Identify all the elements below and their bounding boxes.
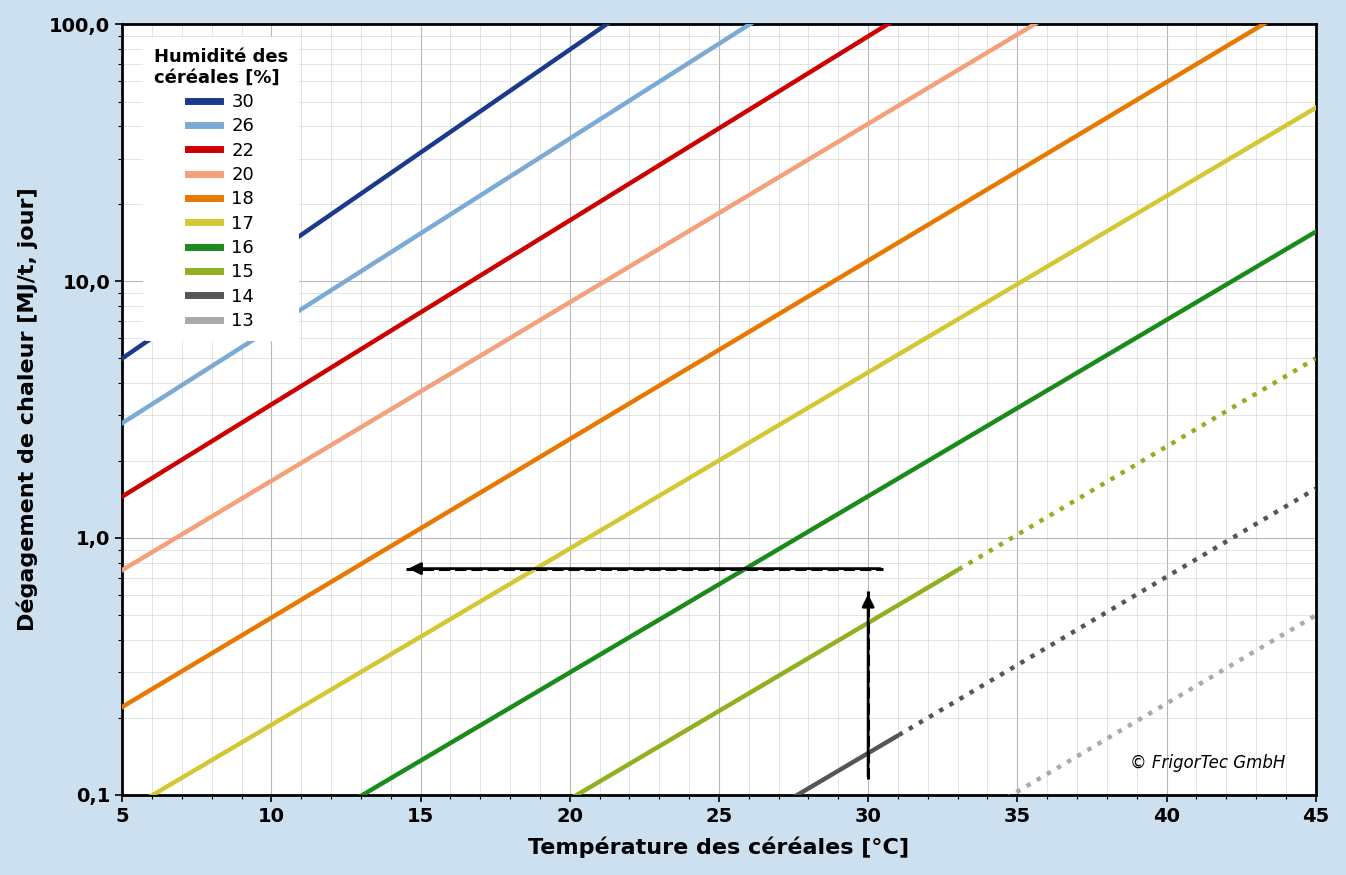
Text: © FrigorTec GmbH: © FrigorTec GmbH [1131, 753, 1285, 772]
Y-axis label: Dégagement de chaleur [MJ/t, jour]: Dégagement de chaleur [MJ/t, jour] [16, 187, 38, 632]
Legend: 30, 26, 22, 20, 18, 17, 16, 15, 14, 13: 30, 26, 22, 20, 18, 17, 16, 15, 14, 13 [143, 37, 299, 340]
X-axis label: Température des céréales [°C]: Température des céréales [°C] [529, 836, 910, 858]
